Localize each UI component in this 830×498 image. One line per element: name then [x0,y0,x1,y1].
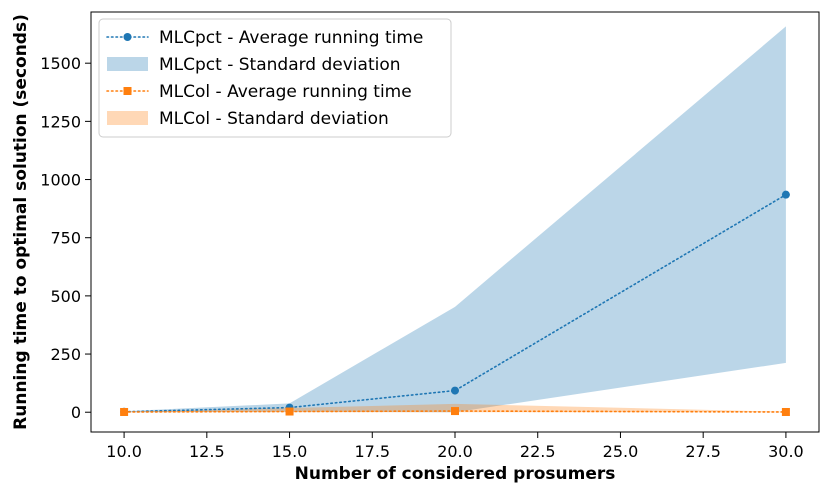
x-axis-label: Number of considered prosumers [295,464,616,484]
mlcpct-standard-deviation-legend-label: MLCpct - Standard deviation [159,55,401,75]
y-tick-label: 750 [50,229,81,248]
legend: MLCpct - Average running time MLCpct - St… [98,18,452,138]
mlcol-standard-deviation-legend-label: MLCol - Standard deviation [159,109,389,129]
x-tick-label: 30.0 [768,442,804,461]
y-axis-ticks: 0 250 500 750 1000 1250 1500 [40,54,91,422]
mlcol-point [285,407,294,416]
y-tick-label: 1500 [40,54,81,73]
mlcpct-standard-deviation-legend-swatch [107,57,148,71]
y-tick-label: 500 [50,287,81,306]
y-tick-label: 0 [71,403,81,422]
mlcpct-std-band [124,26,786,413]
mlcpct-average-running-time-legend-marker [123,33,132,41]
x-tick-label: 27.5 [685,442,721,461]
mlcol-point [781,407,790,416]
y-axis-label: Running time to optimal solution (second… [11,14,31,430]
x-tick-label: 10.0 [106,442,142,461]
mlcpct-point [451,386,459,395]
y-tick-label: 1000 [40,171,81,190]
x-tick-label: 25.0 [603,442,639,461]
y-tick-label: 1250 [40,112,81,131]
series-lines [123,193,787,413]
mlcol-point [120,407,129,416]
y-tick-label: 250 [50,345,81,364]
mlcol-average-running-time-legend-label: MLCol - Average running time [159,82,412,102]
mlcol-standard-deviation-legend-swatch [107,111,148,125]
x-axis-ticks: 10.0 12.5 15.0 17.5 20.0 22.5 25.0 27.5 30.0 [106,432,804,461]
x-tick-label: 15.0 [272,442,308,461]
x-tick-label: 22.5 [520,442,556,461]
x-tick-label: 12.5 [189,442,225,461]
mlcol-average-running-time-legend-marker [123,87,132,95]
mlcol-point [451,407,459,416]
mlcpct-average-running-time-legend-label: MLCpct - Average running time [159,28,423,48]
mlcpct-line [123,193,787,413]
x-tick-label: 20.0 [437,442,473,461]
mlcol-line [123,410,787,413]
x-tick-label: 17.5 [354,442,390,461]
legend-box [98,18,452,138]
mlcpct-point [781,190,790,199]
series-markers [120,190,790,416]
